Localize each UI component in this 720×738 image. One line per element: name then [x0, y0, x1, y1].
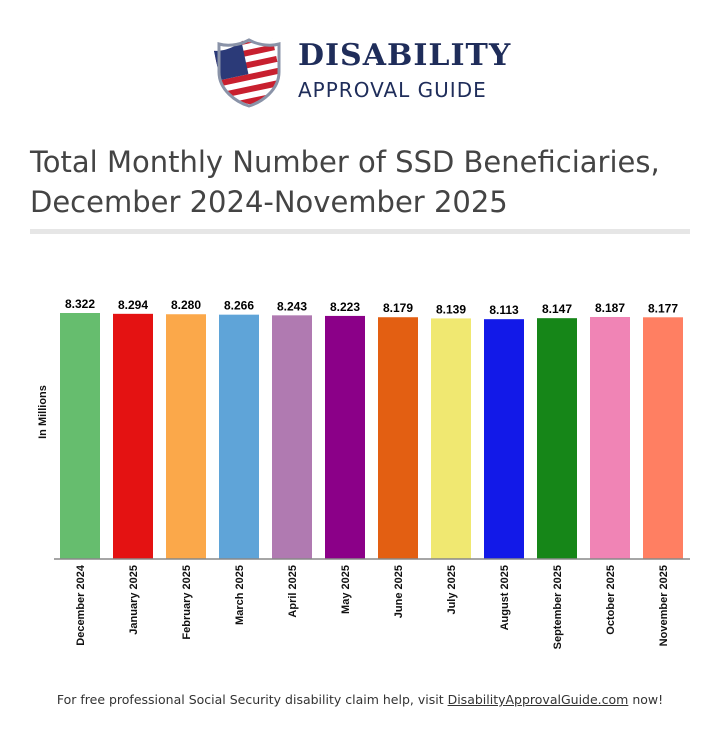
logo-line2: APPROVAL GUIDE [298, 78, 487, 102]
bar-6 [378, 317, 418, 559]
data-label-11: 8.177 [648, 301, 678, 315]
x-tick-label-4: April 2025 [287, 565, 299, 618]
bar-7 [431, 318, 471, 559]
footer-link[interactable]: DisabilityApprovalGuide.com [447, 692, 629, 707]
bar-1 [113, 313, 153, 559]
x-tick-label-3: March 2025 [234, 565, 246, 625]
data-label-8: 8.113 [489, 303, 519, 317]
data-label-6: 8.179 [383, 301, 413, 315]
footer-text-end: now! [628, 692, 664, 707]
bar-3 [219, 314, 259, 559]
data-label-10: 8.187 [595, 301, 625, 315]
bar-11 [643, 317, 683, 559]
data-label-1: 8.294 [118, 298, 148, 312]
bar-9 [537, 318, 577, 559]
x-tick-label-11: November 2025 [658, 565, 670, 646]
shield-flag-icon [213, 34, 286, 112]
bar-10 [590, 316, 630, 559]
x-tick-label-9: September 2025 [552, 565, 564, 649]
title-divider [30, 229, 690, 234]
bar-chart: In Millions 8.322 December 2024 8.294 Janua… [37, 297, 690, 649]
x-tick-label-6: June 2025 [393, 565, 405, 618]
bar-8 [484, 319, 524, 559]
data-label-4: 8.243 [277, 299, 307, 313]
x-tick-label-1: January 2025 [128, 565, 140, 635]
data-label-7: 8.139 [436, 302, 466, 316]
data-label-2: 8.280 [171, 298, 201, 312]
bar-4 [272, 315, 312, 559]
x-tick-label-8: August 2025 [499, 565, 511, 630]
x-tick-label-5: May 2025 [340, 565, 352, 614]
logo-line1: DISABILITY [298, 38, 512, 73]
data-label-3: 8.266 [224, 299, 254, 313]
data-label-9: 8.147 [542, 302, 572, 316]
x-tick-label-10: October 2025 [605, 565, 617, 635]
x-tick-label-0: December 2024 [75, 564, 87, 646]
x-tick-label-7: July 2025 [446, 565, 458, 615]
logo[interactable]: DISABILITY APPROVAL GUIDE [213, 34, 514, 112]
data-label-0: 8.322 [65, 297, 95, 311]
x-tick-label-2: February 2025 [181, 565, 193, 640]
bar-2 [166, 314, 206, 559]
data-label-5: 8.223 [330, 300, 360, 314]
bar-0 [60, 313, 100, 559]
chart-title: Total Monthly Number of SSD Beneficiarie… [30, 145, 660, 219]
footer: For free professional Social Security di… [0, 692, 720, 707]
footer-text: For free professional Social Security di… [56, 692, 448, 707]
bar-5 [325, 315, 365, 559]
y-axis-label: In Millions [37, 385, 49, 439]
